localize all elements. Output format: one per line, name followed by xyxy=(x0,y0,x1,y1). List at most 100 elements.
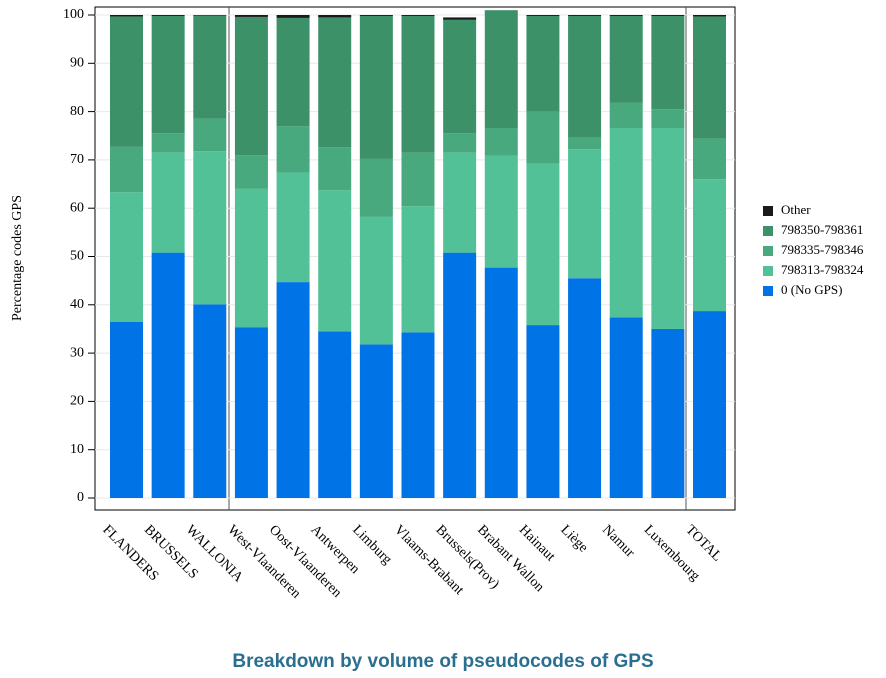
y-tick-label: 100 xyxy=(63,7,84,22)
bar-segment xyxy=(359,344,393,498)
bar-segment xyxy=(693,311,726,498)
y-tick-label: 80 xyxy=(70,104,84,119)
bar-segment xyxy=(359,158,393,217)
legend-label: Other xyxy=(781,202,811,217)
legend-label: 798350-798361 xyxy=(781,222,863,237)
bar-segment xyxy=(609,317,643,498)
bar-segment xyxy=(401,206,435,333)
y-tick-label: 60 xyxy=(70,200,84,215)
x-tick-label: Liège xyxy=(557,522,590,555)
x-tick-label: TOTAL xyxy=(682,522,724,564)
bar-segment xyxy=(276,172,310,283)
bar-segment xyxy=(401,152,435,207)
bar-segment xyxy=(151,15,185,16)
y-tick-label: 20 xyxy=(70,394,84,409)
bar-segment xyxy=(484,128,518,156)
bar-segment xyxy=(110,321,143,498)
bar-segment xyxy=(651,109,685,129)
bar-segment xyxy=(651,328,685,498)
bar-segment xyxy=(568,15,602,138)
bar-segment xyxy=(151,133,185,153)
bar-segment xyxy=(193,118,227,152)
bar-segment xyxy=(318,17,352,148)
legend-swatch xyxy=(763,266,773,276)
y-tick-label: 10 xyxy=(70,442,84,457)
legend-label: 798335-798346 xyxy=(781,242,864,257)
bar-segment xyxy=(651,128,685,329)
y-tick-label: 90 xyxy=(70,56,84,71)
y-tick-label: 40 xyxy=(70,297,84,312)
bar-segment xyxy=(193,15,227,119)
bar-segment xyxy=(110,192,143,322)
x-tick-label: Oost-Vlaanderen xyxy=(266,522,344,600)
bar-segment xyxy=(110,15,143,17)
bar-segment xyxy=(693,138,726,180)
bar-segment xyxy=(401,332,435,498)
bar-segment xyxy=(609,15,643,16)
legend-label: 0 (No GPS) xyxy=(781,282,842,297)
bar-segment xyxy=(234,327,268,498)
bar-segment xyxy=(234,15,268,17)
bar-segment xyxy=(276,282,310,498)
bar-segment xyxy=(401,15,435,153)
bar-segment xyxy=(609,15,643,103)
bar-segment xyxy=(609,128,643,318)
bar-segment xyxy=(151,252,185,498)
bar-segment xyxy=(151,152,185,253)
bar-segment xyxy=(151,15,185,134)
bar-segment xyxy=(484,10,518,129)
legend-swatch xyxy=(763,246,773,256)
y-axis-label: Percentage codes GPS xyxy=(10,195,25,321)
x-tick-label: Namur xyxy=(599,522,637,560)
bar-segment xyxy=(526,111,560,164)
bar-segment xyxy=(276,126,310,173)
bar-segment xyxy=(693,15,726,17)
x-tick-label: Hainaut xyxy=(516,522,558,564)
bar-segment xyxy=(193,151,227,305)
bar-segment xyxy=(359,15,393,16)
bar-segment xyxy=(318,331,352,498)
bar-segment xyxy=(318,15,352,18)
bar-segment xyxy=(359,216,393,345)
y-tick-label: 50 xyxy=(70,249,84,264)
y-tick-label: 70 xyxy=(70,152,84,167)
bar-segment xyxy=(484,267,518,498)
bar-segment xyxy=(110,16,143,147)
bar-segment xyxy=(276,15,310,18)
bar-segment xyxy=(568,15,602,16)
bar-segment xyxy=(443,152,477,253)
bar-segment xyxy=(484,155,518,268)
bar-segment xyxy=(568,149,602,279)
bar-segment xyxy=(651,15,685,16)
bar-segment xyxy=(609,102,643,129)
legend-swatch xyxy=(763,286,773,296)
bar-segment xyxy=(693,179,726,312)
bar-segment xyxy=(443,17,477,20)
bar-segment xyxy=(318,190,352,332)
bar-segment xyxy=(234,155,268,189)
bar-segment xyxy=(193,304,227,498)
bar-segment xyxy=(359,15,393,159)
bar-segment xyxy=(568,137,602,150)
bar-segment xyxy=(651,15,685,110)
bar-segment xyxy=(318,147,352,191)
bar-segment xyxy=(568,278,602,498)
legend-swatch xyxy=(763,206,773,216)
x-tick-label: West-Vlaanderen xyxy=(224,522,303,601)
bar-segment xyxy=(234,16,268,156)
legend-label: 798313-798324 xyxy=(781,262,864,277)
y-tick-label: 0 xyxy=(77,490,84,505)
bar-segment xyxy=(443,133,477,153)
bar-segment xyxy=(276,17,310,127)
bar-segment xyxy=(526,15,560,16)
bar-segment xyxy=(234,188,268,328)
bar-segment xyxy=(401,15,435,16)
bar-segment xyxy=(526,163,560,326)
bar-segment xyxy=(443,19,477,134)
chart-title: Breakdown by volume of pseudocodes of GP… xyxy=(232,651,653,672)
legend-swatch xyxy=(763,226,773,236)
bar-segment xyxy=(443,252,477,498)
bar-segment xyxy=(110,146,143,193)
bar-segment xyxy=(693,16,726,139)
